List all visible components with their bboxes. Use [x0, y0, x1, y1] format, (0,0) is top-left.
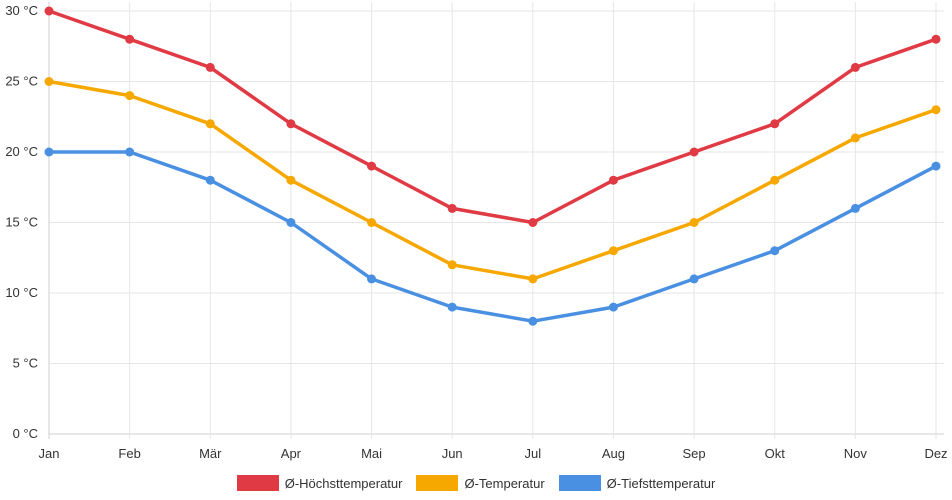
data-point: [205, 62, 215, 72]
data-point: [367, 218, 377, 227]
data-point: [125, 147, 135, 157]
data-point: [850, 203, 860, 213]
legend-item-min[interactable]: Ø-Tiefsttemperatur: [557, 475, 718, 491]
legend-item-avg[interactable]: Ø-Temperatur: [414, 475, 546, 491]
x-tick-label: Feb: [118, 446, 140, 461]
data-point: [850, 133, 860, 143]
data-point: [608, 302, 618, 312]
y-tick-label: 5 °C: [13, 356, 38, 371]
y-tick-label: 10 °C: [5, 285, 38, 300]
data-point: [770, 246, 780, 256]
data-point: [850, 62, 860, 72]
data-point: [447, 203, 457, 213]
x-tick-label: Nov: [844, 446, 868, 461]
x-tick-label: Jul: [525, 446, 542, 461]
x-tick-label: Sep: [683, 446, 706, 461]
data-point: [528, 274, 538, 284]
data-point: [44, 77, 54, 86]
data-point: [286, 175, 296, 185]
y-tick-label: 0 °C: [13, 426, 38, 441]
data-point: [931, 34, 941, 44]
data-point: [367, 161, 377, 171]
legend-label-min: Ø-Tiefsttemperatur: [606, 475, 716, 491]
series-line: [47, 150, 938, 323]
data-point: [44, 147, 54, 157]
data-point: [770, 175, 780, 185]
data-point: [689, 218, 699, 227]
x-tick-label: Mär: [199, 446, 222, 461]
series-line: [47, 9, 938, 225]
legend-label-avg: Ø-Temperatur: [464, 475, 545, 491]
data-point: [608, 246, 618, 256]
legend-swatch-min: [558, 475, 601, 491]
x-tick-label: Apr: [281, 446, 302, 461]
data-point: [931, 105, 941, 115]
series-lines: [47, 9, 938, 323]
legend-swatch-avg: [416, 475, 459, 491]
data-point: [447, 302, 457, 312]
x-tick-label: Jun: [442, 446, 463, 461]
y-axis-ticks: 0 °C 5 °C 10 °C 15 °C 20 °C 25 °C 30 °C: [5, 3, 38, 441]
y-tick-label: 20 °C: [5, 144, 38, 159]
data-point: [125, 34, 135, 44]
temperature-line-chart: 0 °C 5 °C 10 °C 15 °C 20 °C 25 °C 30 °C Jan Feb…: [5, 2, 948, 461]
data-point: [367, 274, 377, 284]
data-point: [689, 147, 699, 157]
legend-item-max[interactable]: Ø-Höchsttemperatur: [235, 475, 405, 491]
y-tick-label: 25 °C: [5, 74, 38, 89]
series-points: [44, 6, 941, 326]
data-point: [528, 316, 538, 326]
x-tick-label: Dez: [924, 446, 947, 461]
x-axis-ticks: Jan Feb Mär Apr Mai Jun Jul Aug Sep Okt Nov Dez: [39, 446, 948, 461]
series-line: [47, 79, 938, 281]
chart-legend: Ø-Höchsttemperatur Ø-Temperatur Ø-Tiefst…: [0, 472, 952, 494]
data-point: [770, 119, 780, 129]
data-point: [608, 175, 618, 185]
data-point: [205, 119, 215, 129]
data-point: [205, 175, 215, 185]
x-tick-label: Mai: [361, 446, 382, 461]
data-point: [286, 218, 296, 227]
data-point: [125, 91, 135, 101]
data-point: [286, 119, 296, 129]
legend-label-max: Ø-Höchsttemperatur: [284, 475, 403, 491]
y-tick-label: 15 °C: [5, 215, 38, 230]
chart-grid: [48, 2, 944, 439]
x-tick-label: Okt: [765, 446, 786, 461]
data-point: [931, 161, 941, 171]
legend-swatch-max: [236, 475, 279, 491]
y-tick-label: 30 °C: [5, 3, 38, 18]
data-point: [44, 6, 54, 16]
x-tick-label: Jan: [39, 446, 60, 461]
data-point: [447, 260, 457, 270]
x-tick-label: Aug: [602, 446, 625, 461]
data-point: [689, 274, 699, 284]
data-point: [528, 218, 538, 227]
